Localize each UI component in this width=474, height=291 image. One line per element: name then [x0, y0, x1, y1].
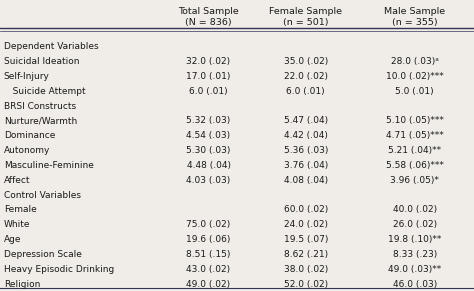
Text: Nurture/Warmth: Nurture/Warmth — [4, 116, 77, 125]
Text: 5.30 (.03): 5.30 (.03) — [186, 146, 231, 155]
Text: Affect: Affect — [4, 176, 30, 185]
Text: Suicide Attempt: Suicide Attempt — [4, 87, 85, 96]
Text: 46.0 (.03): 46.0 (.03) — [392, 280, 437, 289]
Text: Age: Age — [4, 235, 21, 244]
Text: 5.0 (.01): 5.0 (.01) — [395, 87, 434, 96]
Text: 4.71 (.05)***: 4.71 (.05)*** — [386, 131, 444, 140]
Text: 49.0 (.03)**: 49.0 (.03)** — [388, 265, 441, 274]
Text: 5.10 (.05)***: 5.10 (.05)*** — [386, 116, 444, 125]
Text: 43.0 (.02): 43.0 (.02) — [186, 265, 231, 274]
Text: 19.5 (.07): 19.5 (.07) — [283, 235, 328, 244]
Text: 4.42 (.04): 4.42 (.04) — [284, 131, 328, 140]
Text: 5.36 (.03): 5.36 (.03) — [283, 146, 328, 155]
Text: 19.6 (.06): 19.6 (.06) — [186, 235, 231, 244]
Text: 5.21 (.04)**: 5.21 (.04)** — [388, 146, 441, 155]
Text: 26.0 (.02): 26.0 (.02) — [392, 220, 437, 229]
Text: 5.58 (.06)***: 5.58 (.06)*** — [386, 161, 444, 170]
Text: 10.0 (.02)***: 10.0 (.02)*** — [386, 72, 444, 81]
Text: 52.0 (.02): 52.0 (.02) — [283, 280, 328, 289]
Text: Total Sample
(N = 836): Total Sample (N = 836) — [178, 7, 239, 27]
Text: Dependent Variables: Dependent Variables — [4, 42, 99, 51]
Text: 17.0 (.01): 17.0 (.01) — [186, 72, 231, 81]
Text: 40.0 (.02): 40.0 (.02) — [392, 205, 437, 214]
Text: Female Sample
(n = 501): Female Sample (n = 501) — [269, 7, 342, 27]
Text: 6.0 (.01): 6.0 (.01) — [286, 87, 325, 96]
Text: 3.76 (.04): 3.76 (.04) — [283, 161, 328, 170]
Text: Heavy Episodic Drinking: Heavy Episodic Drinking — [4, 265, 114, 274]
Text: 24.0 (.02): 24.0 (.02) — [284, 220, 328, 229]
Text: 35.0 (.02): 35.0 (.02) — [283, 57, 328, 66]
Text: Self-Injury: Self-Injury — [4, 72, 50, 81]
Text: 49.0 (.02): 49.0 (.02) — [186, 280, 231, 289]
Text: Suicidal Ideation: Suicidal Ideation — [4, 57, 79, 66]
Text: 3.96 (.05)*: 3.96 (.05)* — [390, 176, 439, 185]
Text: Religion: Religion — [4, 280, 40, 289]
Text: 28.0 (.03)ᵃ: 28.0 (.03)ᵃ — [391, 57, 439, 66]
Text: 4.03 (.03): 4.03 (.03) — [186, 176, 231, 185]
Text: 8.51 (.15): 8.51 (.15) — [186, 250, 231, 259]
Text: Dominance: Dominance — [4, 131, 55, 140]
Text: Autonomy: Autonomy — [4, 146, 50, 155]
Text: 8.62 (.21): 8.62 (.21) — [283, 250, 328, 259]
Text: 5.47 (.04): 5.47 (.04) — [283, 116, 328, 125]
Text: 38.0 (.02): 38.0 (.02) — [283, 265, 328, 274]
Text: 4.08 (.04): 4.08 (.04) — [283, 176, 328, 185]
Text: White: White — [4, 220, 30, 229]
Text: Male Sample
(n = 355): Male Sample (n = 355) — [384, 7, 445, 27]
Text: Depression Scale: Depression Scale — [4, 250, 82, 259]
Text: 22.0 (.02): 22.0 (.02) — [284, 72, 328, 81]
Text: BRSI Constructs: BRSI Constructs — [4, 102, 76, 111]
Text: 32.0 (.02): 32.0 (.02) — [186, 57, 231, 66]
Text: 8.33 (.23): 8.33 (.23) — [392, 250, 437, 259]
Text: 5.32 (.03): 5.32 (.03) — [186, 116, 231, 125]
Text: 4.48 (.04): 4.48 (.04) — [187, 161, 230, 170]
Text: 4.54 (.03): 4.54 (.03) — [186, 131, 231, 140]
Text: 6.0 (.01): 6.0 (.01) — [189, 87, 228, 96]
Text: Female: Female — [4, 205, 36, 214]
Text: 75.0 (.02): 75.0 (.02) — [186, 220, 231, 229]
Text: Masculine-Feminine: Masculine-Feminine — [4, 161, 94, 170]
Text: Control Variables: Control Variables — [4, 191, 81, 200]
Text: 19.8 (.10)**: 19.8 (.10)** — [388, 235, 441, 244]
Text: 60.0 (.02): 60.0 (.02) — [283, 205, 328, 214]
